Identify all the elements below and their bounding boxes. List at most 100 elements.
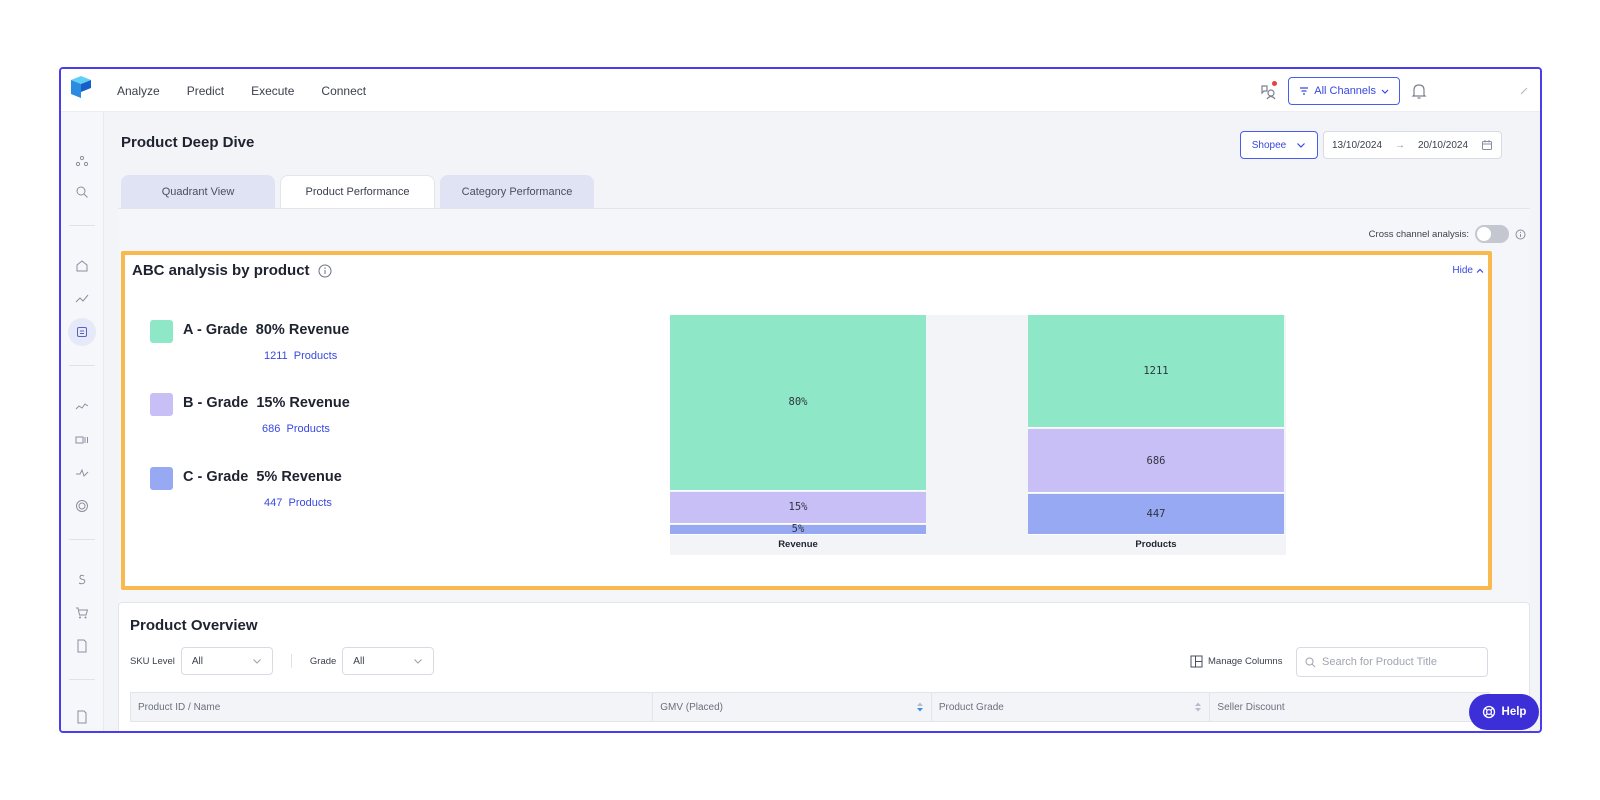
chart-data-label: 15% [788,501,808,514]
document-icon[interactable] [68,632,96,660]
date-arrow: → [1395,139,1406,151]
notification-dot [1272,80,1278,86]
chart-data-label: 5% [791,523,805,536]
line-chart-icon[interactable] [68,392,96,420]
search-icon [1305,657,1316,667]
channel-select[interactable]: Shopee [1240,131,1318,159]
abc-title: ABC analysis by product [132,262,310,279]
product-search-input[interactable]: Search for Product Title [1296,647,1488,677]
grade-a-swatch [150,320,173,343]
channel-select-label: Shopee [1251,139,1287,151]
sparkline-icon[interactable] [68,459,96,487]
chart-bar-products-grade-c[interactable]: 447 [1028,493,1284,535]
page-title: Product Deep Dive [121,134,255,151]
sidebar-divider [69,539,95,540]
image-bars-icon[interactable] [68,426,96,454]
info-icon[interactable] [1515,229,1526,240]
chart-bar-revenue-grade-b[interactable]: 15% [670,491,926,524]
file-icon[interactable] [68,703,96,731]
app-window: Analyze Predict Execute Connect All Chan… [59,67,1542,733]
columns-icon [1190,655,1203,668]
chart-x-label: Products [1135,539,1177,550]
profile-menu-icon[interactable] [1438,87,1528,95]
manage-columns-button[interactable]: Manage Columns [1190,655,1282,668]
chevron-down-icon [1381,89,1389,94]
store-icon[interactable] [68,252,96,280]
app-logo[interactable] [68,74,94,100]
product-overview-card: Product Overview SKU Level All Grade All [118,602,1530,731]
assistant-icon[interactable] [1258,80,1278,101]
cross-channel-label: Cross channel analysis: [1368,228,1469,240]
overview-title: Product Overview [130,617,258,634]
tab-category-performance[interactable]: Category Performance [440,175,594,208]
network-icon[interactable] [68,147,96,175]
nav-predict[interactable]: Predict [186,83,225,98]
abc-analysis-card: ABC analysis by product Hide A - Grade 8… [121,251,1492,590]
grade-c-swatch [150,467,173,490]
cross-channel-toggle[interactable] [1475,225,1509,243]
abc-title-row: ABC analysis by product [132,262,332,279]
cart-icon[interactable] [68,599,96,627]
zoom-search-icon[interactable] [68,178,96,206]
tab-product-performance[interactable]: Product Performance [280,175,435,208]
filter-divider [290,654,292,668]
search-placeholder: Search for Product Title [1322,656,1437,668]
grade-a-label: A - Grade 80% Revenue [183,322,350,338]
all-channels-button[interactable]: All Channels [1288,76,1400,105]
trend-search-icon[interactable] [68,285,96,313]
chart-bar-revenue-grade-c[interactable]: 5% [670,523,926,536]
grade-c-products: 447 Products [264,497,332,509]
grade-a-products: 1211 Products [264,350,338,362]
view-tabs: Quadrant View Product Performance Catego… [121,175,594,208]
all-channels-label: All Channels [1314,84,1376,97]
nav-execute[interactable]: Execute [251,83,295,98]
help-button[interactable]: Help [1469,694,1539,730]
grade-filter-label: Grade [309,655,337,667]
grade-select-value: All [353,655,365,667]
filter-icon [1300,86,1309,95]
target-icon[interactable] [68,492,96,520]
tab-quadrant-view[interactable]: Quadrant View [121,175,275,208]
sku-level-select[interactable]: All [180,647,273,675]
currency-icon[interactable] [68,565,96,593]
chart-data-label: 447 [1146,507,1166,520]
hide-link[interactable]: Hide [1452,265,1484,276]
chart-bar-products-grade-b[interactable]: 686 [1028,429,1284,493]
grade-c-label: C - Grade 5% Revenue [183,469,342,485]
chevron-down-icon [253,659,261,664]
sort-icon[interactable] [916,701,924,713]
calendar-icon [1481,140,1492,150]
product-grid-icon[interactable] [68,318,96,346]
top-right-controls: All Channels [1258,69,1528,112]
chart-data-label: 80% [788,396,808,409]
col-product-grade[interactable]: Product Grade [932,693,1211,721]
sort-icon[interactable] [1194,701,1202,713]
help-label: Help [1501,706,1527,718]
date-range-picker[interactable]: 13/10/2024 → 20/10/2024 [1323,131,1502,159]
chart-x-label: Revenue [778,539,818,550]
abc-stacked-chart: 80% 15% 5% Revenue 1211 686 447 Products [670,315,1286,555]
help-lifebuoy-icon [1482,705,1495,719]
info-icon[interactable] [318,264,332,278]
sku-level-value: All [191,655,204,667]
nav-analyze[interactable]: Analyze [117,83,160,98]
col-seller-discount[interactable]: Seller Discount [1217,701,1285,713]
sku-level-label: SKU Level [130,655,175,667]
left-sidebar [61,112,104,731]
bell-icon[interactable] [1410,82,1428,100]
chart-bar-products-grade-a[interactable]: 1211 [1028,315,1284,429]
tab-content: Cross channel analysis: ABC analysis by … [118,208,1530,731]
grade-b-label: B - Grade 15% Revenue [183,395,350,411]
cross-channel-toggle-row: Cross channel analysis: [1369,225,1526,243]
nav-connect[interactable]: Connect [321,83,367,98]
grade-select[interactable]: All [342,647,435,675]
chart-data-label: 1211 [1143,365,1169,378]
chart-bar-revenue-grade-a[interactable]: 80% [670,315,926,491]
chart-data-label: 686 [1146,454,1166,467]
col-product-id-name[interactable]: Product ID / Name [131,693,654,721]
col-gmv-placed[interactable]: GMV (Placed) [653,693,932,721]
chevron-down-icon [414,659,423,664]
sidebar-divider [69,679,95,680]
grade-b-products: 686 Products [262,423,330,435]
grade-b-swatch [150,393,173,416]
